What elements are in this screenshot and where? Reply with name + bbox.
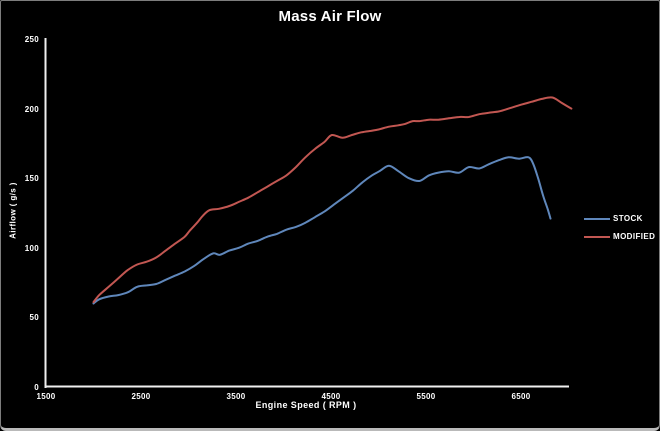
x-tick-1500: 1500 — [36, 392, 56, 401]
y-tick-0: 0 — [34, 383, 39, 392]
x-axis-title: Engine Speed ( RPM ) — [255, 400, 357, 410]
modified-line-swatch — [584, 235, 610, 238]
legend-label-modified: MODIFIED — [613, 232, 656, 241]
y-axis-title: Airflow ( g/s ) — [8, 182, 18, 239]
x-tick-2500: 2500 — [131, 392, 151, 401]
y-tick-100: 100 — [24, 243, 39, 253]
y-tick-250: 250 — [24, 35, 39, 44]
legend-item-modified: MODIFIED — [584, 230, 655, 243]
y-tick-200: 200 — [24, 104, 39, 114]
legend-label-stock: STOCK — [613, 214, 643, 223]
chart-title: Mass Air Flow — [278, 8, 382, 25]
series-line-stock — [92, 156, 552, 305]
x-tick-4500: 4500 — [321, 392, 341, 401]
x-tick-3500: 3500 — [226, 392, 246, 401]
y-tick-50: 50 — [29, 313, 39, 323]
legend-item-stock: STOCK — [584, 212, 655, 225]
legend: STOCK MODIFIED — [584, 212, 655, 248]
stock-line-swatch — [584, 217, 610, 220]
x-tick-5500: 5500 — [416, 392, 436, 401]
series-line-modified — [92, 96, 573, 304]
x-tick-6500: 6500 — [511, 392, 531, 401]
y-tick-150: 150 — [24, 174, 39, 184]
